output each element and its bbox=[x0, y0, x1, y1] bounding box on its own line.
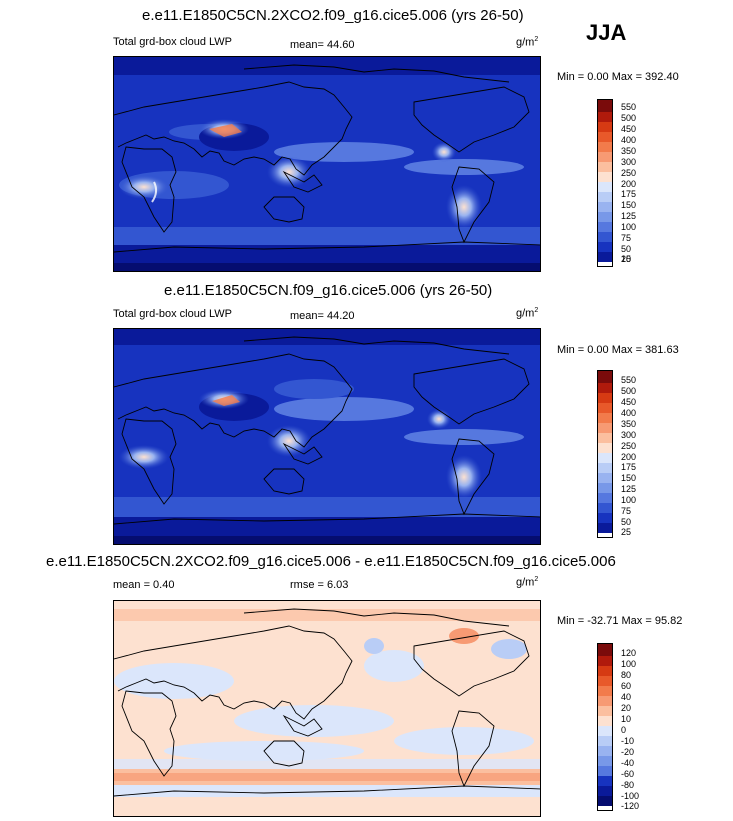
map-2xco2 bbox=[113, 56, 541, 272]
colorbar-control bbox=[597, 370, 613, 538]
cb-label: 100 bbox=[621, 495, 637, 505]
cb-label: 50 bbox=[621, 517, 632, 527]
cb-label: 200 bbox=[621, 179, 637, 189]
cb-label: 300 bbox=[621, 430, 637, 440]
variable-label: Total grd-box cloud LWP bbox=[113, 308, 233, 320]
cb-label: 200 bbox=[621, 452, 637, 462]
cb-label: 450 bbox=[621, 397, 637, 407]
cb-label: 120 bbox=[621, 648, 637, 658]
cb-label: 350 bbox=[621, 419, 637, 429]
colorbar-2xco2 bbox=[597, 99, 613, 267]
map-difference bbox=[113, 600, 541, 817]
cb-label: 250 bbox=[621, 168, 637, 178]
lwp-map-field bbox=[114, 329, 540, 544]
cb-label: 80 bbox=[621, 670, 632, 680]
cb-label: 25 bbox=[621, 254, 632, 264]
cb-label: 550 bbox=[621, 102, 637, 112]
cb-label: 0 bbox=[621, 725, 627, 735]
cb-label: 75 bbox=[621, 233, 632, 243]
cb-label: 75 bbox=[621, 506, 632, 516]
cb-label: 125 bbox=[621, 211, 637, 221]
cb-label: 175 bbox=[621, 189, 637, 199]
map-control bbox=[113, 328, 541, 545]
cb-label: 500 bbox=[621, 386, 637, 396]
cb-label: -60 bbox=[621, 769, 635, 779]
cb-label: 150 bbox=[621, 200, 637, 210]
variable-label: Total grd-box cloud LWP bbox=[113, 36, 233, 48]
min-max-label: Min = -32.71 Max = 95.82 bbox=[557, 615, 683, 627]
cb-label: 20 bbox=[621, 703, 632, 713]
cb-label: 60 bbox=[621, 681, 632, 691]
cb-label: 300 bbox=[621, 157, 637, 167]
cb-label: 40 bbox=[621, 692, 632, 702]
diff-map-field bbox=[114, 601, 540, 816]
colorbar-difference bbox=[597, 643, 613, 811]
cb-label: 50 bbox=[621, 244, 632, 254]
cb-label: -40 bbox=[621, 758, 635, 768]
cb-label: 450 bbox=[621, 124, 637, 134]
unit-label: g/m2 bbox=[516, 307, 539, 320]
cb-label: 150 bbox=[621, 473, 637, 483]
panel-title: e.e11.E1850C5CN.2XCO2.f09_g16.cice5.006 … bbox=[142, 7, 524, 24]
mean-label: mean = 0.40 bbox=[113, 579, 175, 591]
mean-label: mean= 44.60 bbox=[290, 39, 355, 51]
cb-label: 100 bbox=[621, 659, 637, 669]
cb-label: 550 bbox=[621, 375, 637, 385]
min-max-label: Min = 0.00 Max = 381.63 bbox=[557, 344, 679, 356]
cb-label: -10 bbox=[621, 736, 635, 746]
panel-title: e.e11.E1850C5CN.2XCO2.f09_g16.cice5.006 … bbox=[46, 553, 616, 570]
cb-label: -80 bbox=[621, 780, 635, 790]
min-max-label: Min = 0.00 Max = 392.40 bbox=[557, 71, 679, 83]
mean-label: mean= 44.20 bbox=[290, 310, 355, 322]
unit-label: g/m2 bbox=[516, 576, 539, 589]
panel-title: e.e11.E1850C5CN.f09_g16.cice5.006 (yrs 2… bbox=[164, 282, 493, 299]
cb-label: 350 bbox=[621, 146, 637, 156]
cb-label: -120 bbox=[621, 801, 640, 811]
cb-label: -100 bbox=[621, 791, 640, 801]
cb-label: 25 bbox=[621, 527, 632, 537]
lwp-map-field bbox=[114, 57, 540, 271]
cb-label: 125 bbox=[621, 484, 637, 494]
unit-label: g/m2 bbox=[516, 36, 539, 49]
rmse-label: rmse = 6.03 bbox=[290, 579, 349, 591]
cb-label: -20 bbox=[621, 747, 635, 757]
cb-label: 400 bbox=[621, 135, 637, 145]
cb-label: 500 bbox=[621, 113, 637, 123]
cb-label: 250 bbox=[621, 441, 637, 451]
cb-label: 175 bbox=[621, 462, 637, 472]
cb-label: 400 bbox=[621, 408, 637, 418]
cb-label: 100 bbox=[621, 222, 637, 232]
season-label: JJA bbox=[586, 20, 627, 45]
cb-label-min: 10 bbox=[621, 254, 632, 264]
cb-label: 10 bbox=[621, 714, 632, 724]
